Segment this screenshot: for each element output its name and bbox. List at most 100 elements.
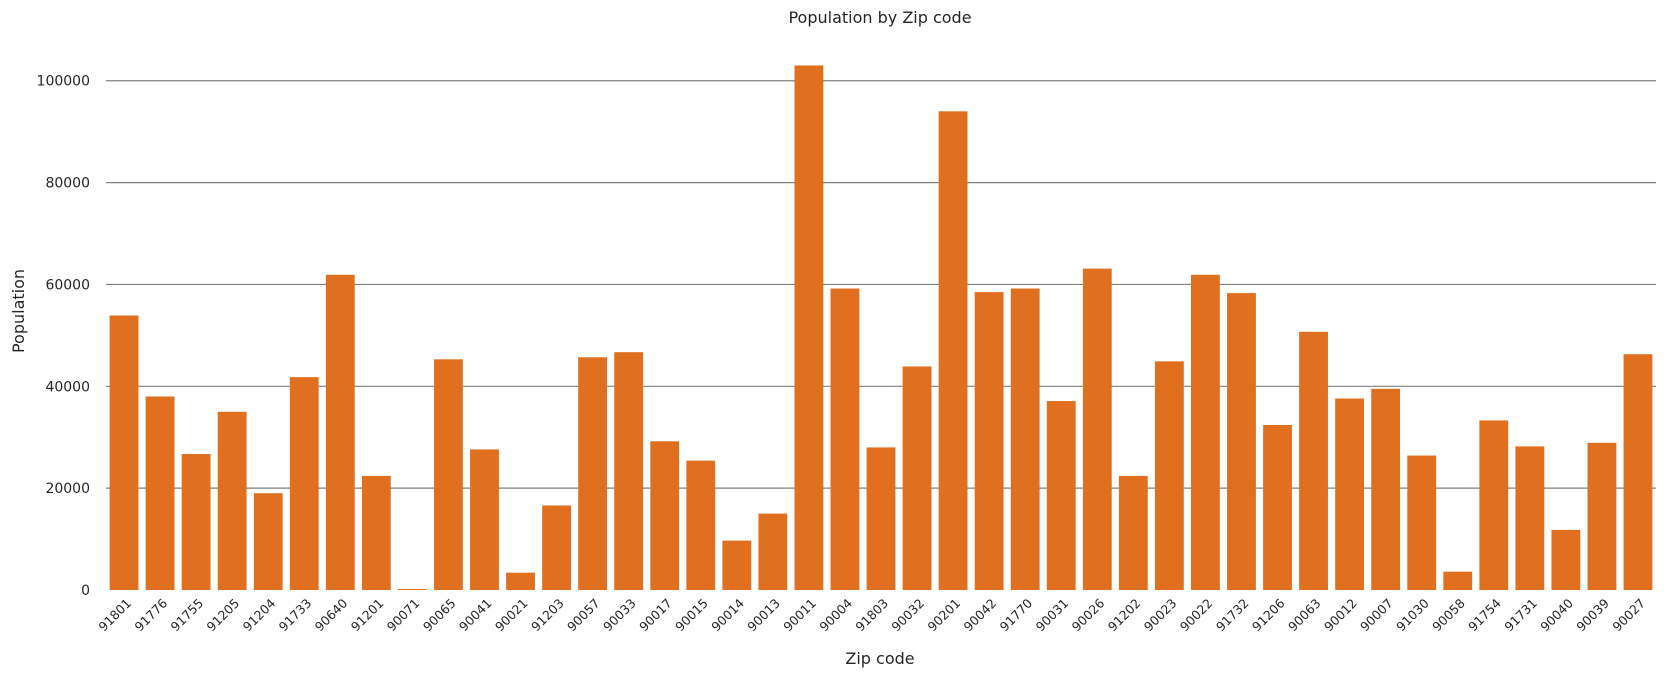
y-tick-label: 60000 bbox=[45, 277, 90, 293]
x-tick-label: 91030 bbox=[1393, 595, 1432, 634]
bar-90039 bbox=[1587, 442, 1617, 590]
bar-90057 bbox=[578, 357, 608, 590]
bar-90201 bbox=[938, 111, 968, 590]
x-tick-label: 91203 bbox=[528, 596, 567, 635]
x-tick-label: 90021 bbox=[492, 596, 531, 635]
bar-90014 bbox=[722, 540, 752, 590]
x-tick-label: 90071 bbox=[384, 596, 423, 635]
x-tick-label: 90015 bbox=[672, 596, 711, 635]
x-tick-label: 90039 bbox=[1573, 595, 1612, 634]
bar-91205 bbox=[217, 411, 247, 590]
x-tick-label: 90057 bbox=[564, 596, 603, 635]
x-tick-label: 90026 bbox=[1069, 595, 1108, 634]
x-tick-label: 90033 bbox=[600, 596, 639, 635]
bar-91754 bbox=[1479, 420, 1509, 590]
y-tick-label: 0 bbox=[81, 583, 90, 599]
x-tick-label: 90042 bbox=[961, 596, 1000, 635]
y-tick-label: 40000 bbox=[45, 379, 90, 395]
bar-90058 bbox=[1443, 571, 1473, 590]
x-tick-label: 91732 bbox=[1213, 596, 1252, 635]
x-tick-label: 90063 bbox=[1285, 596, 1324, 635]
x-tick-label: 90640 bbox=[312, 595, 351, 634]
bar-91204 bbox=[253, 493, 283, 590]
bar-90040 bbox=[1551, 529, 1581, 590]
bar-91201 bbox=[361, 475, 391, 590]
bar-91732 bbox=[1227, 293, 1256, 590]
bar-90033 bbox=[614, 352, 644, 590]
bar-91801 bbox=[109, 315, 139, 590]
x-tick-label: 90027 bbox=[1609, 596, 1648, 635]
bar-90071 bbox=[397, 588, 427, 590]
x-tick-label: 90032 bbox=[888, 596, 927, 635]
bar-91202 bbox=[1118, 475, 1148, 590]
x-tick-label: 91754 bbox=[1465, 595, 1504, 634]
bar-90023 bbox=[1154, 361, 1184, 590]
x-tick-label: 90014 bbox=[708, 595, 747, 634]
x-tick-label: 91733 bbox=[276, 596, 315, 635]
x-tick-label: 90012 bbox=[1321, 596, 1360, 635]
x-tick-label: 90004 bbox=[816, 595, 855, 634]
x-tick-label: 91206 bbox=[1249, 595, 1288, 634]
bar-90021 bbox=[506, 572, 535, 590]
bar-90065 bbox=[434, 359, 463, 590]
bar-90017 bbox=[650, 441, 680, 590]
bar-91803 bbox=[866, 447, 896, 590]
x-tick-label: 90013 bbox=[744, 596, 783, 635]
bar-90015 bbox=[686, 460, 716, 590]
x-tick-label: 91803 bbox=[852, 596, 891, 635]
bar-91776 bbox=[145, 396, 175, 590]
x-tick-label: 90041 bbox=[456, 596, 495, 635]
x-tick-labels: 9180191776917559120591204917339064091201… bbox=[95, 595, 1648, 634]
x-tick-label: 91770 bbox=[997, 595, 1036, 634]
bar-91770 bbox=[1010, 288, 1040, 590]
bar-91203 bbox=[542, 505, 571, 590]
y-tick-labels: 0 20000 40000 60000 80000 100000 bbox=[37, 74, 90, 599]
bar-90041 bbox=[470, 449, 499, 590]
bar-91733 bbox=[289, 377, 319, 590]
x-tick-label: 90011 bbox=[780, 596, 819, 635]
bar-91731 bbox=[1515, 446, 1545, 590]
bar-90007 bbox=[1371, 388, 1401, 590]
bar-90026 bbox=[1082, 268, 1112, 590]
bars bbox=[109, 65, 1653, 591]
bar-91755 bbox=[181, 454, 211, 590]
x-tick-label: 90023 bbox=[1141, 596, 1180, 635]
bar-90027 bbox=[1623, 354, 1653, 590]
bar-90031 bbox=[1046, 401, 1076, 590]
x-axis-label: Zip code bbox=[845, 649, 914, 668]
bar-91206 bbox=[1263, 425, 1292, 590]
x-tick-label: 90201 bbox=[924, 596, 963, 635]
bar-90063 bbox=[1299, 331, 1328, 590]
bar-90640 bbox=[325, 274, 355, 590]
x-tick-label: 91202 bbox=[1105, 596, 1144, 635]
x-tick-label: 91731 bbox=[1501, 596, 1540, 635]
x-tick-label: 90017 bbox=[636, 596, 675, 635]
x-tick-label: 91755 bbox=[168, 596, 207, 635]
bar-90042 bbox=[974, 292, 1004, 590]
x-tick-label: 90040 bbox=[1537, 595, 1576, 634]
bar-90004 bbox=[830, 288, 860, 590]
x-tick-label: 90031 bbox=[1033, 596, 1072, 635]
x-tick-label: 91776 bbox=[131, 595, 170, 634]
bar-90012 bbox=[1335, 398, 1365, 590]
x-tick-label: 91204 bbox=[240, 595, 279, 634]
y-tick-label: 80000 bbox=[45, 176, 90, 192]
x-tick-label: 90022 bbox=[1177, 596, 1216, 635]
chart-title: Population by Zip code bbox=[788, 8, 971, 27]
x-tick-label: 91801 bbox=[95, 596, 134, 635]
x-tick-label: 90065 bbox=[420, 596, 459, 635]
x-tick-label: 90007 bbox=[1357, 596, 1396, 635]
x-tick-label: 90058 bbox=[1429, 595, 1468, 634]
bar-90022 bbox=[1191, 274, 1220, 590]
y-tick-label: 100000 bbox=[37, 74, 90, 90]
y-tick-label: 20000 bbox=[45, 481, 90, 497]
x-tick-label: 91201 bbox=[348, 596, 387, 635]
x-tick-label: 91205 bbox=[204, 596, 243, 635]
bar-90011 bbox=[794, 65, 824, 591]
bar-90032 bbox=[902, 366, 932, 590]
bar-91030 bbox=[1407, 455, 1437, 590]
y-axis-label: Population bbox=[9, 269, 28, 353]
bar-90013 bbox=[758, 513, 788, 590]
